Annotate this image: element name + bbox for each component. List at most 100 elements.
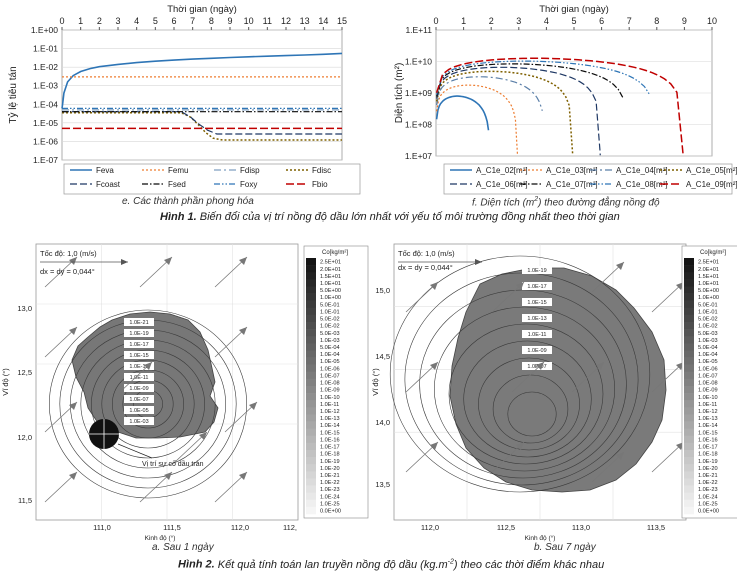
contour-label: 1.0E-07 [129, 397, 148, 403]
y-tick-label: 1.E+00 [31, 25, 58, 35]
colorbar-label: 5.0E-04 [698, 345, 718, 351]
colorbar-label: 5.0E-02 [320, 317, 340, 323]
contour-label-bg [124, 318, 154, 326]
y-tick-label: 1.E+08 [405, 120, 432, 130]
colorbar-label: 1.0E-16 [698, 437, 718, 443]
velocity-arrow-head [616, 452, 624, 460]
colorbar-label: 0.0E+00 [320, 509, 341, 515]
velocity-arrow-head [536, 362, 544, 370]
contour-label: 1.0E-13 [527, 316, 546, 322]
speed-scale-arrow-head [475, 259, 482, 265]
colorbar-swatch [684, 357, 694, 365]
colorbar-label: 1.0E+00 [320, 295, 341, 301]
caption-e: e. Các thành phần phong hóa [122, 196, 254, 207]
colorbar-swatch [684, 471, 694, 479]
series-line-feva [61, 52, 343, 109]
velocity-arrow-head [430, 442, 438, 450]
legend-label: Foxy [240, 180, 257, 189]
colorbar-swatch [684, 371, 694, 380]
x-tick-label: 10 [244, 16, 254, 26]
colorbar-label: 1.0E-17 [698, 445, 718, 451]
colorbar-swatch [306, 265, 316, 273]
colorbar-swatch [684, 450, 694, 458]
colorbar-label: 2.0E+01 [698, 267, 719, 273]
colorbar-swatch [684, 435, 694, 444]
contour-label: 1.0E-07 [527, 364, 546, 370]
colorbar-swatch [684, 265, 694, 273]
y-tick-label: 1.E+09 [405, 88, 432, 98]
contour-label: 1.0E-15 [527, 300, 546, 306]
x-tick-label: 2 [97, 16, 102, 26]
velocity-arrow-head [144, 362, 152, 370]
colorbar-swatch [306, 350, 316, 358]
x-tick-label: 5 [153, 16, 158, 26]
colorbar-swatch [684, 314, 694, 323]
legend-label: Fdisp [240, 166, 260, 175]
spill-leader-line [117, 443, 153, 459]
series-line-a_c1e_06[ [436, 66, 601, 156]
y-tick-label: 1.E-04 [33, 99, 58, 109]
colorbar-label: 1.0E-23 [698, 487, 718, 493]
colorbar-label: 1.5E+01 [698, 274, 719, 280]
velocity-arrow-head [239, 257, 247, 265]
contour-label-bg [124, 395, 154, 403]
y-tick-label: 15,0 [375, 286, 390, 295]
velocity-arrow-head [430, 282, 438, 290]
colorbar-swatch [306, 421, 316, 429]
colorbar-label: 5.0E+00 [698, 288, 719, 294]
colorbar-swatch [306, 371, 316, 380]
colorbar-label: 1.0E-24 [698, 494, 718, 500]
figure-1-caption: Hình 1. Biến đổi của vị trí nồng độ dầu … [160, 211, 620, 223]
colorbar-swatch [306, 357, 316, 365]
colorbar-swatch [306, 457, 316, 465]
colorbar-label: 1.0E-03 [698, 338, 718, 344]
x-tick-label: 4 [544, 16, 549, 26]
colorbar-swatch [684, 492, 694, 501]
colorbar-label: 1.0E-23 [320, 487, 340, 493]
y-axis-title: Diện tích (m²) [394, 63, 405, 124]
velocity-arrow-head [164, 472, 172, 480]
colorbar-label: 1.0E-13 [320, 416, 340, 422]
colorbar-label: 5.0E-01 [698, 302, 718, 308]
y-tick-label: 14,0 [375, 418, 390, 427]
legend-label: A_C1e_08[m²] [616, 180, 668, 189]
contour-label-bg [124, 362, 154, 370]
x-tick-label: 10 [707, 16, 717, 26]
y-tick-label: 12,5 [17, 368, 32, 377]
x-tick-label: 6 [599, 16, 604, 26]
x-tick-label: 8 [654, 16, 659, 26]
colorbar-swatch [684, 300, 694, 309]
colorbar-label: 1.0E-09 [320, 388, 340, 394]
y-tick-label: 1.E+11 [405, 25, 432, 35]
x-tick-label: 111,5 [163, 523, 181, 532]
colorbar-swatch [684, 464, 694, 472]
legend-label: A_C1e_06[m²] [476, 180, 528, 189]
series-line-fcoast [62, 111, 342, 135]
colorbar-swatch [306, 336, 316, 344]
velocity-arrow-head [164, 257, 172, 265]
colorbar-label: 1.0E-11 [698, 402, 717, 408]
colorbar-swatch [684, 350, 694, 358]
series-line-a_c1e_05[ [435, 70, 574, 156]
y-tick-label: 1.E+07 [405, 151, 432, 161]
y-tick-label: 13,0 [17, 304, 32, 313]
x-axis-title: Kinh độ (°) [145, 534, 176, 542]
colorbar-label: 1.0E-06 [698, 366, 718, 372]
contour-label-bg [124, 329, 154, 337]
legend-label: Fcoast [96, 180, 121, 189]
colorbar-label: 5.0E-04 [320, 345, 340, 351]
speed-text: Tốc độ: 1,0 (m/s) [398, 249, 455, 258]
velocity-arrow-head [596, 362, 604, 370]
colorbar-label: 0.0E+00 [698, 509, 719, 515]
contour-line [448, 323, 604, 465]
colorbar-swatch [684, 393, 694, 401]
contour-label-bg [124, 406, 154, 414]
x-tick-label: 5 [571, 16, 576, 26]
colorbar-swatch [684, 322, 694, 330]
colorbar-swatch [684, 428, 694, 437]
colorbar-label: 1.0E-07 [698, 373, 718, 379]
velocity-arrow-head [430, 362, 438, 370]
colorbar-label: 1.0E-04 [320, 352, 340, 358]
colorbar-label: 1.0E-08 [320, 381, 340, 387]
